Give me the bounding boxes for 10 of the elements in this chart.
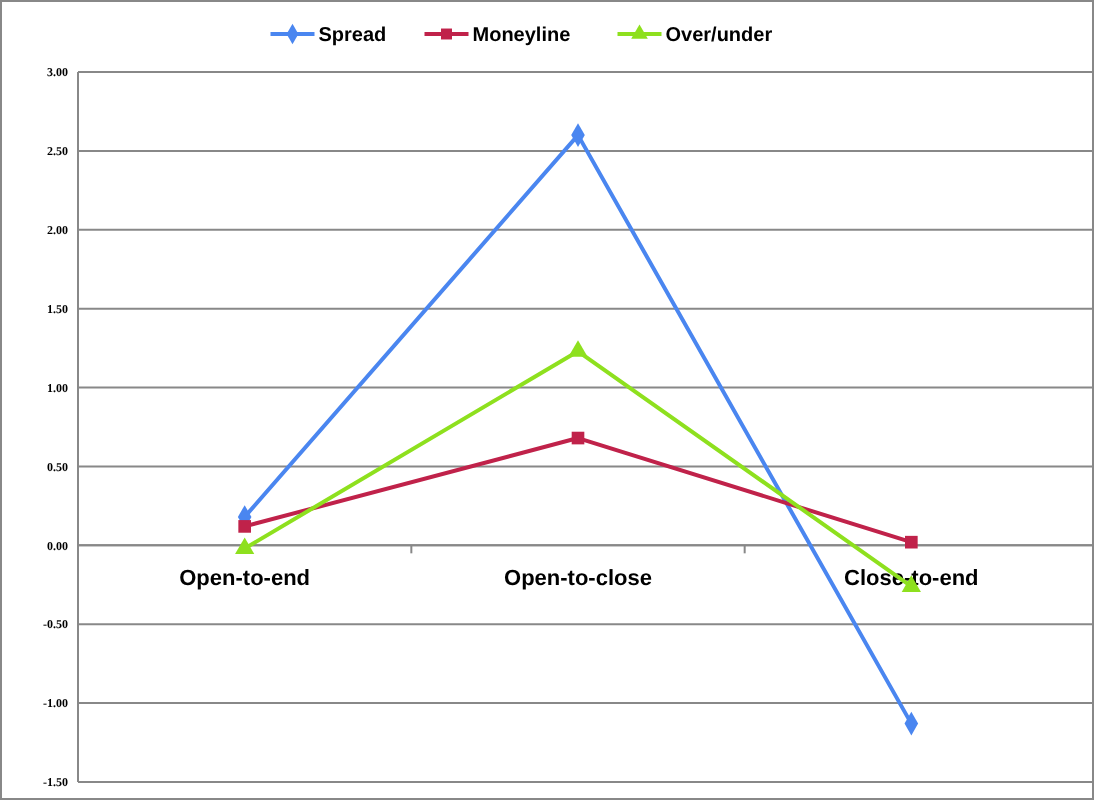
legend-label: Over/under	[665, 25, 773, 47]
point	[235, 537, 255, 555]
point	[238, 520, 251, 533]
point	[571, 431, 585, 445]
point	[568, 340, 588, 357]
legend-label: Spread	[318, 25, 387, 47]
point	[905, 535, 918, 549]
legend-label: Moneyline	[472, 25, 572, 47]
x-tick-label: Open-to-close	[504, 567, 652, 592]
x-tick-label: Open-to-end	[179, 567, 311, 592]
